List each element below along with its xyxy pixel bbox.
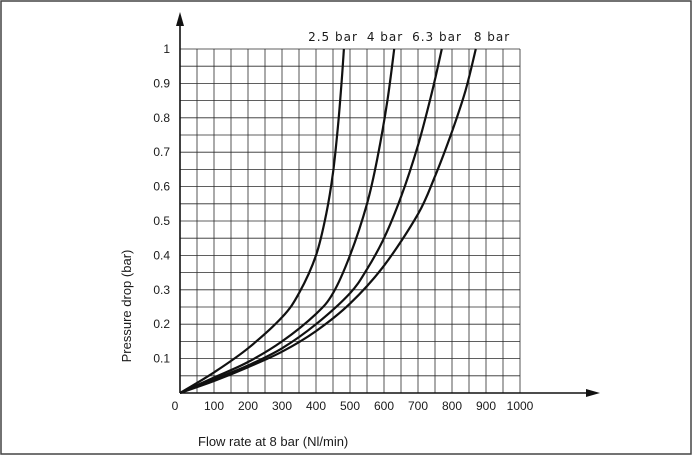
series-label: 8 bar: [474, 30, 510, 44]
y-tick-label: 0.8: [153, 111, 170, 125]
x-tick-labels: 0 100 200 300 400 500 600 700 800 900 1000: [172, 399, 534, 413]
y-tick-label: 0.4: [153, 248, 170, 262]
x-axis-arrow: [586, 389, 600, 397]
grid: [179, 48, 521, 394]
y-tick-label: 0.9: [153, 76, 170, 90]
series-line: [179, 48, 396, 395]
series-label: 6.3 bar: [412, 30, 462, 44]
series-label: 2.5 bar: [308, 30, 358, 44]
x-tick-label: 300: [272, 399, 292, 413]
x-tick-label: 800: [442, 399, 462, 413]
x-tick-label: 0: [172, 399, 179, 413]
y-tick-label: 0.5: [153, 214, 170, 228]
series-labels: 2.5 bar 4 bar 6.3 bar 8 bar: [308, 30, 510, 44]
y-tick-label: 0.3: [153, 283, 170, 297]
x-tick-label: 400: [306, 399, 326, 413]
y-axis-title: Pressure drop (bar): [119, 250, 134, 363]
series-line: [179, 48, 345, 394]
y-tick-label: 0.7: [153, 145, 170, 159]
x-tick-label: 100: [204, 399, 224, 413]
series-curves: [179, 48, 477, 395]
y-axis-arrow: [176, 12, 184, 26]
y-tick-label: 0.6: [153, 180, 170, 194]
y-tick-labels: 0.1 0.2 0.3 0.4 0.5 0.6 0.7 0.8 0.9 1: [153, 42, 170, 366]
series-label: 4 bar: [367, 30, 403, 44]
series-line: [179, 48, 477, 395]
x-tick-label: 200: [238, 399, 258, 413]
axes: [176, 12, 600, 397]
x-tick-label: 500: [340, 399, 360, 413]
x-tick-label: 900: [476, 399, 496, 413]
y-tick-label: 0.2: [153, 317, 170, 331]
x-tick-label: 700: [408, 399, 428, 413]
x-axis-title: Flow rate at 8 bar (Nl/min): [198, 434, 348, 449]
y-tick-label: 0.1: [153, 352, 170, 366]
series-line: [179, 48, 443, 395]
y-tick-label: 1: [163, 42, 170, 56]
x-tick-label: 600: [374, 399, 394, 413]
x-tick-label: 1000: [507, 399, 534, 413]
